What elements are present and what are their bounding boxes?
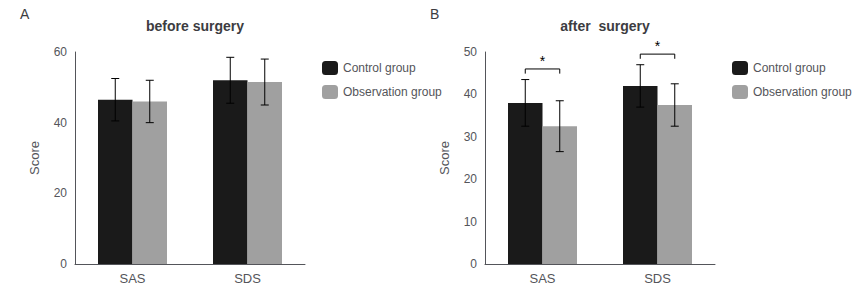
svg-text:Control group: Control group <box>753 61 826 75</box>
svg-text:Observation group: Observation group <box>753 85 852 99</box>
svg-text:0: 0 <box>60 257 67 271</box>
svg-text:0: 0 <box>470 257 477 271</box>
svg-text:SDS: SDS <box>234 271 261 286</box>
svg-text:SAS: SAS <box>119 271 145 286</box>
svg-text:*: * <box>540 53 546 69</box>
svg-text:50: 50 <box>464 45 478 59</box>
svg-text:10: 10 <box>464 215 478 229</box>
svg-text:40: 40 <box>464 87 478 101</box>
svg-text:30: 30 <box>464 130 478 144</box>
svg-text:*: * <box>655 38 661 54</box>
svg-text:A: A <box>20 6 30 22</box>
svg-text:B: B <box>430 6 439 22</box>
svg-text:20: 20 <box>464 172 478 186</box>
svg-text:Score: Score <box>437 141 452 175</box>
svg-text:after surgery: after surgery <box>560 18 650 34</box>
svg-text:60: 60 <box>54 45 68 59</box>
svg-text:20: 20 <box>54 186 68 200</box>
svg-text:before surgery: before surgery <box>146 18 244 34</box>
svg-text:SAS: SAS <box>529 271 555 286</box>
svg-text:Control group: Control group <box>343 61 416 75</box>
svg-text:Observation group: Observation group <box>343 85 442 99</box>
svg-text:Score: Score <box>27 141 42 175</box>
svg-text:40: 40 <box>54 116 68 130</box>
svg-text:SDS: SDS <box>644 271 671 286</box>
